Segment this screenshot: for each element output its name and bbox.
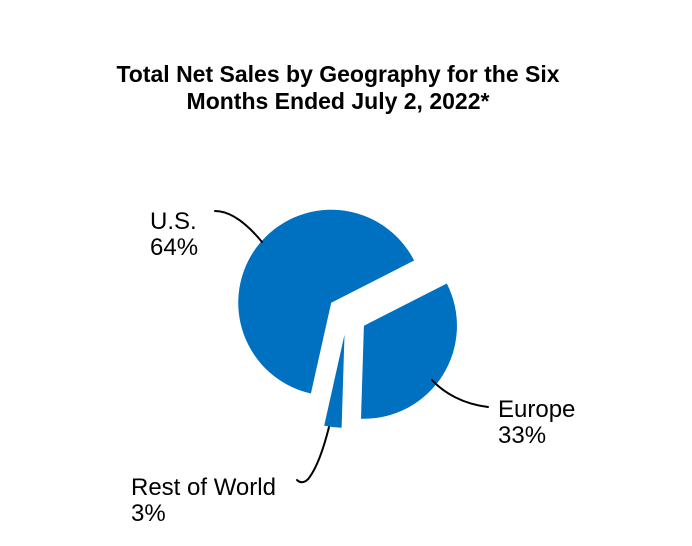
pie-slice-us (238, 209, 415, 394)
slice-label-name: Europe (498, 396, 576, 423)
leader-line-us (214, 210, 263, 243)
label-rest-of-world: Rest of World 3% (131, 475, 276, 527)
slice-label-percent: 3% (131, 500, 166, 527)
pie-slice-europe (361, 283, 457, 419)
chart-title: Total Net Sales by Geography for the Six… (0, 61, 676, 115)
slice-label-name: Rest of World (131, 474, 276, 501)
chart-title-line-1: Total Net Sales by Geography for the Six (116, 61, 560, 87)
leader-line-rest-of-world (296, 426, 330, 484)
slice-label-percent: 64% (150, 234, 199, 261)
pie-slices (238, 209, 457, 428)
pie-slice-rest-of-world (324, 334, 345, 428)
leader-lines (214, 210, 489, 484)
label-us: U.S. 64% (150, 209, 198, 261)
label-europe: Europe 33% (498, 397, 575, 449)
slice-label-name: U.S. (150, 208, 197, 235)
leader-line-europe (431, 379, 489, 408)
chart-title-line-2: Months Ended July 2, 2022* (186, 88, 490, 114)
slice-label-percent: 33% (498, 422, 547, 449)
